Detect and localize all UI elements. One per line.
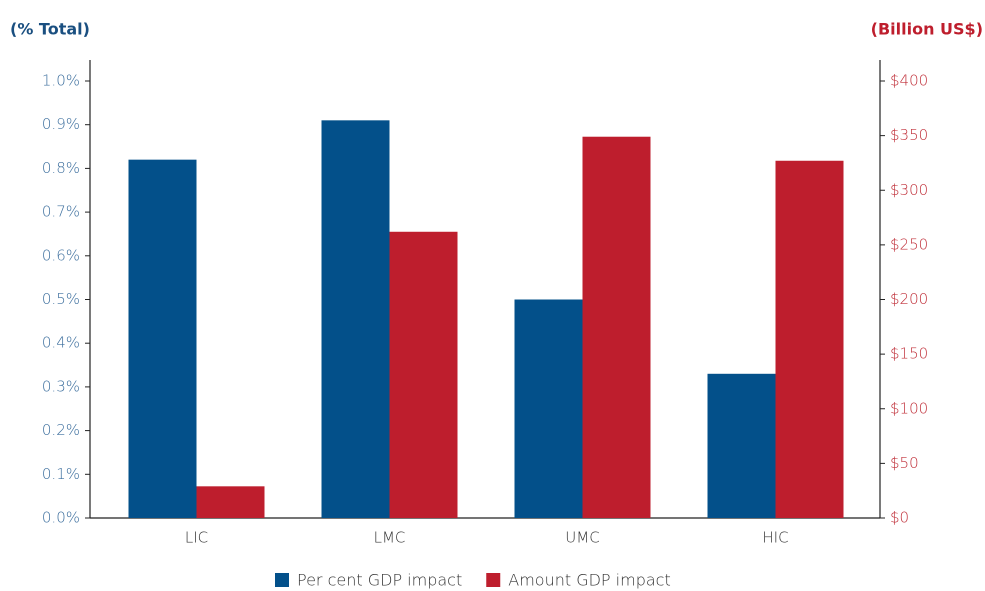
bar bbox=[514, 299, 583, 518]
bar bbox=[707, 373, 776, 518]
y-tick-label: 0.9% bbox=[42, 115, 80, 133]
y2-axis-title: (Billion US$) bbox=[871, 20, 983, 39]
y2-tick-label: $100 bbox=[890, 399, 928, 417]
legend-label: Per cent GDP impact bbox=[297, 571, 462, 590]
bar bbox=[128, 159, 197, 518]
y2-tick-label: $0 bbox=[890, 509, 909, 527]
bar bbox=[389, 231, 458, 518]
bar bbox=[321, 120, 390, 518]
y-tick-label: 0.6% bbox=[42, 246, 80, 264]
bar bbox=[582, 136, 651, 518]
legend-swatch bbox=[275, 573, 289, 587]
y2-tick-label: $250 bbox=[890, 235, 928, 253]
y-tick-label: 0.2% bbox=[42, 421, 80, 439]
y-tick-label: 0.5% bbox=[42, 290, 80, 308]
bar bbox=[775, 160, 844, 518]
legend-label: Amount GDP impact bbox=[508, 571, 670, 590]
y2-tick-label: $50 bbox=[890, 454, 919, 472]
bar bbox=[196, 486, 265, 518]
y-tick-label: 0.4% bbox=[42, 334, 80, 352]
y2-tick-label: $300 bbox=[890, 181, 928, 199]
x-tick-label: LMC bbox=[374, 529, 406, 547]
legend-swatch bbox=[486, 573, 501, 587]
y-tick-label: 0.0% bbox=[42, 509, 80, 527]
x-tick-label: HIC bbox=[762, 529, 788, 547]
y-tick-label: 0.3% bbox=[42, 377, 80, 395]
y-tick-label: 0.7% bbox=[42, 203, 80, 221]
y2-tick-label: $350 bbox=[890, 126, 928, 144]
y2-tick-label: $200 bbox=[890, 290, 928, 308]
y2-tick-label: $150 bbox=[890, 345, 928, 363]
y-tick-label: 1.0% bbox=[42, 72, 80, 90]
x-tick-label: LIC bbox=[185, 529, 208, 547]
y-tick-label: 0.8% bbox=[42, 159, 80, 177]
x-tick-label: UMC bbox=[565, 529, 599, 547]
y-tick-label: 0.1% bbox=[42, 465, 80, 483]
y-axis-title: (% Total) bbox=[10, 20, 90, 39]
y2-tick-label: $400 bbox=[890, 72, 928, 90]
